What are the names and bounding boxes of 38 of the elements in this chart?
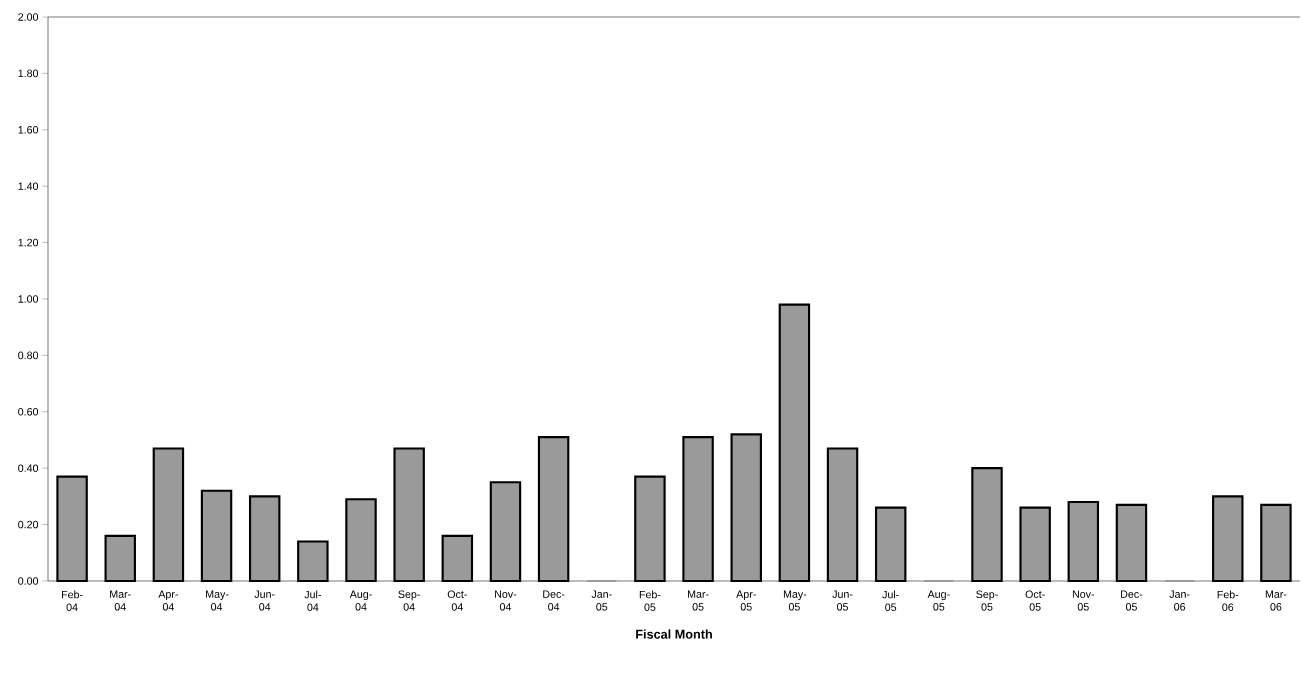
y-tick-label: 0.20 <box>18 520 39 529</box>
y-tick-label: 2.00 <box>18 13 39 21</box>
x-tick-label: Feb-04 <box>62 590 83 611</box>
y-tick-label: 1.40 <box>18 182 39 190</box>
y-tick-label: 0.80 <box>18 351 39 360</box>
x-tick-label: Feb-05 <box>639 590 661 611</box>
x-tick-label: Dec-05 <box>1121 590 1143 611</box>
x-tick-label: Aug-05 <box>927 590 950 611</box>
x-tick-label: Jan-05 <box>591 590 612 611</box>
x-tick-label: Dec-04 <box>543 590 565 611</box>
x-tick-label: Apr-04 <box>158 590 178 611</box>
x-tick-label: Jul-04 <box>304 590 321 611</box>
x-tick-label: Jun-04 <box>254 590 275 611</box>
x-tick-label: Nov-05 <box>1072 590 1095 611</box>
y-tick-label: 0.60 <box>18 408 39 416</box>
x-tick-label: Mar-05 <box>688 590 709 611</box>
y-tick-label: 1.00 <box>18 295 39 303</box>
y-tick-label: 1.60 <box>18 126 39 134</box>
x-tick-label: Jun-05 <box>832 590 853 611</box>
x-tick-label: Apr-05 <box>736 590 756 611</box>
x-tick-label: Oct-05 <box>1025 590 1045 611</box>
y-tick-label: 0.00 <box>18 577 39 585</box>
x-axis-title: Fiscal Month <box>636 629 712 639</box>
y-tick-label: 1.20 <box>18 238 39 247</box>
x-tick-label: Sep-05 <box>976 590 998 611</box>
x-tick-label: Oct-04 <box>447 590 467 611</box>
y-tick-label: 1.80 <box>18 69 39 78</box>
x-tick-label: Aug-04 <box>349 590 372 611</box>
y-tick-label: 0.40 <box>18 464 39 472</box>
x-tick-label: Jan-06 <box>1169 590 1190 611</box>
x-tick-label: May-05 <box>783 590 807 611</box>
x-tick-label: Nov-04 <box>495 590 517 611</box>
x-tick-label: May-04 <box>206 590 229 611</box>
x-tick-label: Sep-04 <box>398 590 420 611</box>
x-tick-label: Jul-05 <box>882 590 899 611</box>
x-tick-label: Feb-06 <box>1217 590 1239 611</box>
x-tick-label: Mar-06 <box>1265 590 1287 611</box>
x-tick-label: Mar-04 <box>110 590 131 611</box>
